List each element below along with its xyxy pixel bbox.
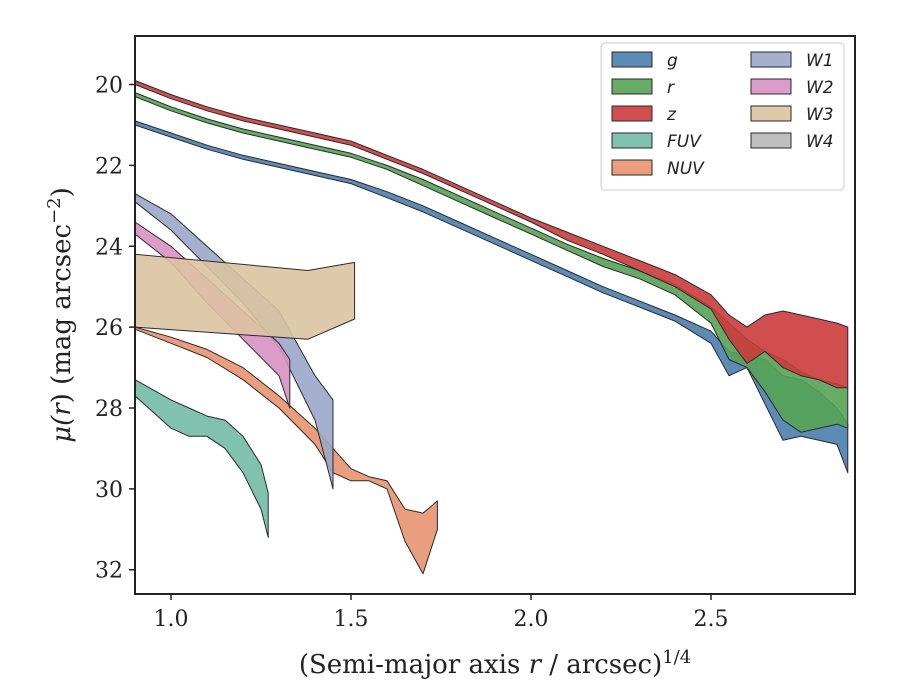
y-tick-label: 26	[95, 316, 123, 341]
band-w3	[134, 253, 356, 340]
y-tick-label: 24	[95, 235, 123, 260]
y-axis-label: μ(r) (mag arcsec−2)	[44, 187, 78, 443]
y-tick-label: 32	[95, 559, 123, 584]
x-tick-label: 2.0	[514, 607, 549, 632]
band-r	[134, 92, 849, 433]
x-axis-label: (Semi-major axis r / arcsec)1/4	[299, 647, 691, 681]
legend: grz FUV NUV W1 W2 W3 W4	[600, 42, 845, 191]
x-tick-label: 1.5	[334, 607, 369, 632]
legend-label-nuv: NUV	[667, 159, 705, 179]
x-tick-label: 2.5	[694, 607, 729, 632]
legend-swatch-w3	[750, 105, 792, 122]
y-tick-label: 30	[95, 478, 123, 503]
band-g	[134, 120, 849, 474]
x-axis-ticks: 1.0 1.5 2.0 2.5	[154, 594, 729, 632]
legend-label-w4: W4	[806, 132, 834, 152]
legend-swatch-r	[611, 78, 653, 95]
legend-swatch-nuv	[611, 159, 653, 176]
y-tick-label: 22	[95, 154, 123, 179]
legend-label-r: r	[667, 78, 675, 98]
legend-swatch-w2	[750, 78, 792, 95]
band-z	[134, 80, 849, 389]
legend-label-w2: W2	[806, 78, 834, 98]
x-tick-label: 1.0	[154, 607, 189, 632]
legend-swatch-fuv	[611, 132, 653, 149]
legend-swatch-z	[611, 105, 653, 122]
y-tick-label: 28	[95, 397, 123, 422]
legend-label-z: z	[666, 105, 677, 125]
legend-swatch-w1	[750, 51, 792, 68]
band-nuv	[134, 326, 438, 575]
legend-swatch-g	[611, 51, 653, 68]
legend-label-w3: W3	[806, 105, 834, 125]
legend-label-g: g	[667, 51, 678, 71]
legend-label-w1: W1	[806, 51, 834, 71]
band-w1	[134, 193, 334, 490]
legend-swatch-w4	[750, 132, 792, 149]
band-fuv	[134, 379, 269, 538]
y-tick-label: 20	[95, 74, 123, 99]
legend-label-fuv: FUV	[667, 132, 702, 152]
plot-frame	[134, 35, 856, 595]
y-axis-ticks: 20 22 24 26 28 30 32	[95, 74, 135, 584]
